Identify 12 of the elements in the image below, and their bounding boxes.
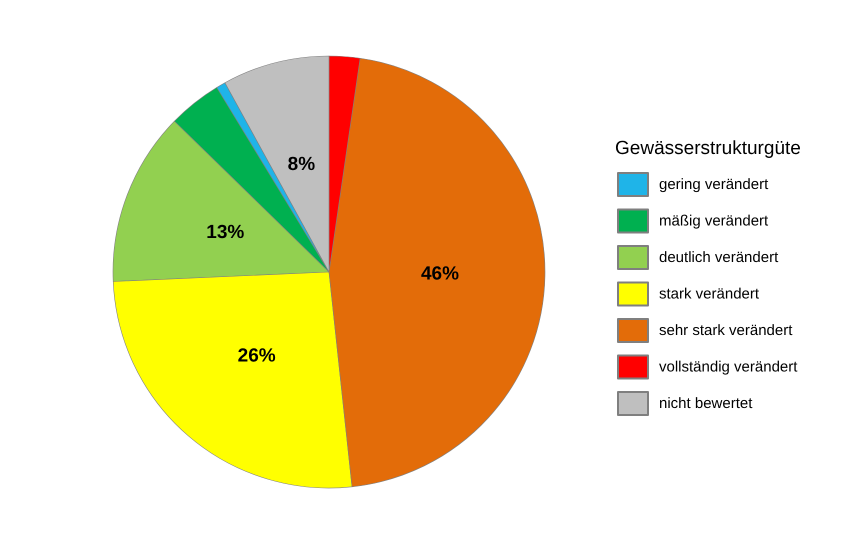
legend-label: deutlich verändert [659, 249, 780, 266]
data-label: 46% [420, 264, 460, 285]
legend-label: sehr stark verändert [659, 322, 794, 339]
legend-title: Gewässerstrukturgüte [615, 138, 801, 159]
data-label: 13% [206, 222, 244, 243]
legend-label: gering verändert [659, 176, 770, 193]
data-label: 8% [288, 154, 316, 175]
legend-label: mäßig verändert [659, 212, 770, 230]
data-label: 26% [238, 346, 276, 367]
legend-label: vollständig verändert [659, 358, 798, 376]
legend-label: stark verändert [659, 286, 760, 302]
legend-label: nicht bewertet [659, 395, 754, 412]
